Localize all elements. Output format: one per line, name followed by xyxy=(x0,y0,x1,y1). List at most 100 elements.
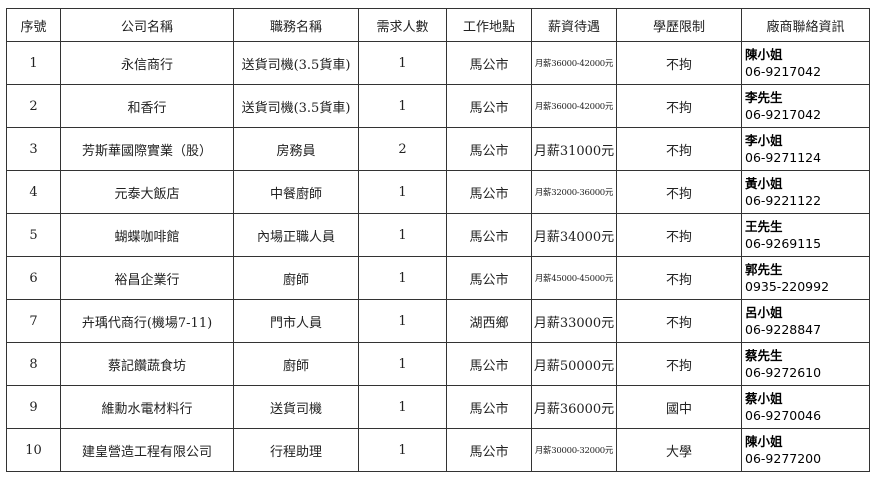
header-location: 工作地點 xyxy=(446,8,532,42)
cell-education: 不拘 xyxy=(616,342,742,386)
contact-name: 李小姐 xyxy=(745,133,783,148)
cell-education: 不拘 xyxy=(616,256,742,300)
table-row: 2 和香行 送貨司機(3.5貨車) 1 馬公市 月薪36000-42000元 不拘 李先生 06… xyxy=(6,84,870,128)
cell-job: 行程助理 xyxy=(233,428,359,472)
cell-contact: 李小姐 06-9271124 xyxy=(741,127,870,171)
cell-contact: 李先生 06-9217042 xyxy=(741,84,870,128)
cell-education: 不拘 xyxy=(616,84,742,128)
header-company: 公司名稱 xyxy=(60,8,234,42)
cell-job: 廚師 xyxy=(233,342,359,386)
cell-job: 中餐廚師 xyxy=(233,170,359,214)
header-education: 學歷限制 xyxy=(616,8,742,42)
contact-name: 陳小姐 xyxy=(745,47,783,62)
contact-name: 郭先生 xyxy=(745,262,783,277)
cell-location: 馬公市 xyxy=(446,385,532,429)
cell-location: 馬公市 xyxy=(446,428,532,472)
cell-company: 蝴蝶咖啡館 xyxy=(60,213,234,257)
cell-job: 門市人員 xyxy=(233,299,359,343)
cell-company: 元泰大飯店 xyxy=(60,170,234,214)
table-row: 10 建皇營造工程有限公司 行程助理 1 馬公市 月薪30000-32000元 大學 陳小姐 0… xyxy=(6,428,870,472)
cell-contact: 黃小姐 06-9221122 xyxy=(741,170,870,214)
cell-no: 1 xyxy=(6,41,61,85)
cell-no: 9 xyxy=(6,385,61,429)
cell-count: 1 xyxy=(358,256,447,300)
cell-no: 3 xyxy=(6,127,61,171)
job-listing-table: 序號 公司名稱 職務名稱 需求人數 工作地點 薪資待遇 學歷限制 廠商聯絡資訊 1 永信商行 送貨… xyxy=(6,8,870,472)
cell-salary: 月薪33000元 xyxy=(531,299,617,343)
cell-job: 廚師 xyxy=(233,256,359,300)
cell-education: 大學 xyxy=(616,428,742,472)
contact-name: 蔡小姐 xyxy=(745,391,783,406)
cell-salary: 月薪31000元 xyxy=(531,127,617,171)
cell-count: 1 xyxy=(358,342,447,386)
header-row: 序號 公司名稱 職務名稱 需求人數 工作地點 薪資待遇 學歷限制 廠商聯絡資訊 xyxy=(6,8,870,42)
cell-location: 馬公市 xyxy=(446,127,532,171)
cell-salary: 月薪50000元 xyxy=(531,342,617,386)
cell-location: 馬公市 xyxy=(446,84,532,128)
cell-company: 裕昌企業行 xyxy=(60,256,234,300)
cell-education: 不拘 xyxy=(616,41,742,85)
cell-count: 1 xyxy=(358,84,447,128)
cell-location: 馬公市 xyxy=(446,256,532,300)
contact-name: 李先生 xyxy=(745,90,783,105)
header-count: 需求人數 xyxy=(358,8,447,42)
cell-contact: 王先生 06-9269115 xyxy=(741,213,870,257)
cell-job: 送貨司機(3.5貨車) xyxy=(233,84,359,128)
cell-company: 芳斯華國際實業（股） xyxy=(60,127,234,171)
cell-no: 5 xyxy=(6,213,61,257)
cell-location: 馬公市 xyxy=(446,170,532,214)
cell-no: 8 xyxy=(6,342,61,386)
cell-salary: 月薪36000元 xyxy=(531,385,617,429)
cell-salary: 月薪34000元 xyxy=(531,213,617,257)
contact-phone: 06-9228847 xyxy=(745,322,822,337)
contact-name: 呂小姐 xyxy=(745,305,783,320)
cell-job: 送貨司機 xyxy=(233,385,359,429)
table-row: 7 卉瑀代商行(機場7-11) 門市人員 1 湖西鄉 月薪33000元 不拘 呂小姐 06-92… xyxy=(6,299,870,343)
contact-phone: 06-9269115 xyxy=(745,236,822,251)
cell-count: 1 xyxy=(358,385,447,429)
header-salary: 薪資待遇 xyxy=(531,8,617,42)
cell-contact: 呂小姐 06-9228847 xyxy=(741,299,870,343)
contact-phone: 06-9217042 xyxy=(745,107,822,122)
cell-count: 2 xyxy=(358,127,447,171)
cell-location: 湖西鄉 xyxy=(446,299,532,343)
cell-location: 馬公市 xyxy=(446,342,532,386)
cell-count: 1 xyxy=(358,213,447,257)
cell-salary: 月薪30000-32000元 xyxy=(531,428,617,472)
cell-company: 維勳水電材料行 xyxy=(60,385,234,429)
contact-phone: 06-9217042 xyxy=(745,64,822,79)
table-row: 8 蔡記饡蔬食坊 廚師 1 馬公市 月薪50000元 不拘 蔡先生 06-9272610 xyxy=(6,342,870,386)
cell-education: 不拘 xyxy=(616,213,742,257)
cell-no: 6 xyxy=(6,256,61,300)
cell-no: 7 xyxy=(6,299,61,343)
contact-phone: 06-9272610 xyxy=(745,365,822,380)
table-row: 6 裕昌企業行 廚師 1 馬公市 月薪45000-45000元 不拘 郭先生 0935-2209… xyxy=(6,256,870,300)
table-row: 4 元泰大飯店 中餐廚師 1 馬公市 月薪32000-36000元 不拘 黃小姐 06-9221… xyxy=(6,170,870,214)
contact-phone: 06-9221122 xyxy=(745,193,822,208)
cell-no: 10 xyxy=(6,428,61,472)
cell-company: 蔡記饡蔬食坊 xyxy=(60,342,234,386)
cell-count: 1 xyxy=(358,41,447,85)
cell-contact: 陳小姐 06-9217042 xyxy=(741,41,870,85)
contact-name: 黃小姐 xyxy=(745,176,783,191)
header-contact: 廠商聯絡資訊 xyxy=(741,8,870,42)
cell-company: 卉瑀代商行(機場7-11) xyxy=(60,299,234,343)
cell-no: 4 xyxy=(6,170,61,214)
table-row: 5 蝴蝶咖啡館 內場正職人員 1 馬公市 月薪34000元 不拘 王先生 06-9269115 xyxy=(6,213,870,257)
cell-salary: 月薪32000-36000元 xyxy=(531,170,617,214)
table-row: 9 維勳水電材料行 送貨司機 1 馬公市 月薪36000元 國中 蔡小姐 06-9270046 xyxy=(6,385,870,429)
contact-phone: 06-9270046 xyxy=(745,408,822,423)
cell-job: 房務員 xyxy=(233,127,359,171)
contact-phone: 06-9271124 xyxy=(745,150,822,165)
cell-company: 永信商行 xyxy=(60,41,234,85)
cell-education: 不拘 xyxy=(616,127,742,171)
contact-name: 蔡先生 xyxy=(745,348,783,363)
contact-phone: 0935-220992 xyxy=(745,279,830,294)
cell-education: 國中 xyxy=(616,385,742,429)
cell-contact: 郭先生 0935-220992 xyxy=(741,256,870,300)
cell-salary: 月薪36000-42000元 xyxy=(531,84,617,128)
cell-no: 2 xyxy=(6,84,61,128)
cell-count: 1 xyxy=(358,428,447,472)
table-row: 1 永信商行 送貨司機(3.5貨車) 1 馬公市 月薪36000-42000元 不拘 陳小姐 0… xyxy=(6,41,870,85)
header-no: 序號 xyxy=(6,8,61,42)
